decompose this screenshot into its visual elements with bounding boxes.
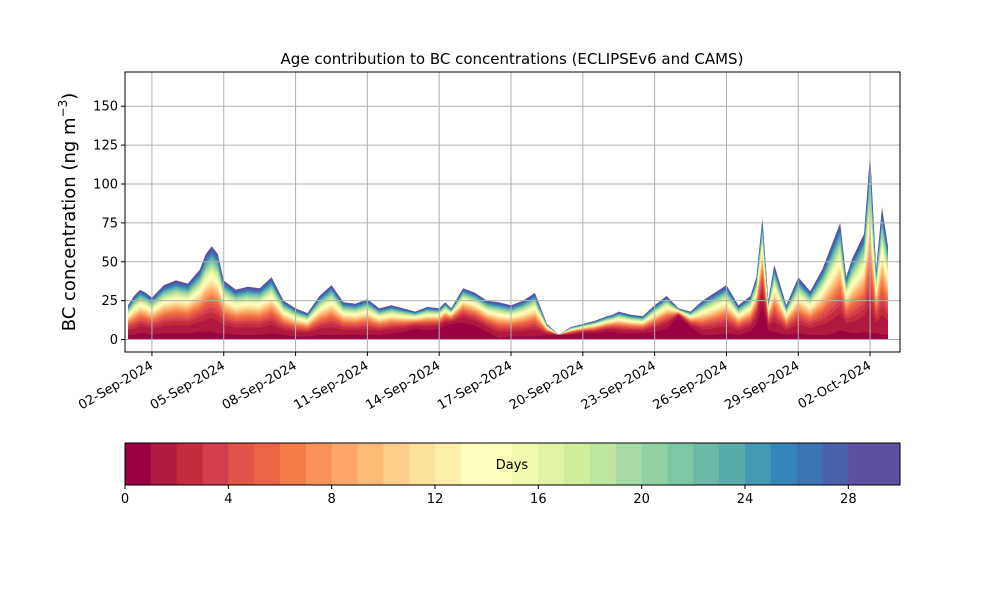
y-axis-label: BC concentration (ng m−3) xyxy=(56,93,80,332)
colorbar-swatches xyxy=(125,443,901,485)
colorbar-swatch xyxy=(719,443,746,485)
y-axis: 0 25 50 75 100 125 150 xyxy=(93,100,125,348)
colorbar-swatch xyxy=(641,443,668,485)
colorbar-tick-label: 12 xyxy=(427,492,444,507)
colorbar-swatch xyxy=(538,443,565,485)
colorbar-tick-label: 8 xyxy=(328,492,336,507)
colorbar-swatch xyxy=(125,443,152,485)
colorbar-swatch xyxy=(874,443,901,485)
colorbar-swatch xyxy=(770,443,798,485)
colorbar-swatch xyxy=(409,443,436,485)
colorbar-tick-label: 28 xyxy=(840,492,857,507)
colorbar-swatch xyxy=(280,443,307,485)
age-band-4 xyxy=(128,272,888,340)
colorbar: 0 4 8 12 16 20 24 28 Days xyxy=(121,442,901,507)
colorbar-swatch xyxy=(512,443,539,485)
colorbar-swatch xyxy=(357,443,384,485)
y-tick-label: 150 xyxy=(93,100,118,115)
colorbar-tick-label: 16 xyxy=(530,492,547,507)
colorbar-swatch xyxy=(615,443,643,485)
colorbar-swatch xyxy=(564,443,591,485)
colorbar-swatch xyxy=(848,443,875,485)
colorbar-swatch xyxy=(176,443,203,485)
colorbar-swatch xyxy=(305,443,333,485)
colorbar-swatch xyxy=(435,443,462,485)
colorbar-swatch xyxy=(150,443,178,485)
colorbar-swatch xyxy=(254,443,281,485)
colorbar-swatch xyxy=(331,443,358,485)
colorbar-swatch xyxy=(202,443,229,485)
colorbar-ticks: 0 4 8 12 16 20 24 28 xyxy=(121,485,857,507)
y-tick-label: 100 xyxy=(93,178,118,193)
colorbar-swatch xyxy=(590,443,617,485)
plot-frame xyxy=(124,71,901,353)
y-tick-label: 0 xyxy=(110,333,118,348)
grid-lines xyxy=(125,72,900,352)
colorbar-tick-label: 0 xyxy=(121,492,129,507)
colorbar-swatch xyxy=(228,443,255,485)
colorbar-tick-label: 24 xyxy=(737,492,754,507)
y-tick-label: 125 xyxy=(93,139,118,154)
colorbar-label: Days xyxy=(496,458,529,473)
colorbar-tick-label: 4 xyxy=(224,492,232,507)
colorbar-swatch xyxy=(460,443,488,485)
age-band-2 xyxy=(128,285,888,340)
colorbar-swatch xyxy=(667,443,694,485)
age-band-0 xyxy=(128,305,888,340)
colorbar-frame xyxy=(124,442,901,486)
colorbar-swatch xyxy=(486,443,513,485)
stacked-age-areas xyxy=(128,152,888,340)
colorbar-swatch xyxy=(796,443,823,485)
y-tick-label: 50 xyxy=(101,255,118,270)
y-tick-label: 25 xyxy=(101,294,118,309)
colorbar-swatch xyxy=(383,443,410,485)
colorbar-swatch xyxy=(693,443,720,485)
age-band-3 xyxy=(128,280,888,340)
colorbar-swatch xyxy=(822,443,849,485)
y-tick-label: 75 xyxy=(101,216,118,231)
colorbar-swatch xyxy=(745,443,772,485)
chart-title: Age contribution to BC concentrations (E… xyxy=(281,50,744,68)
colorbar-tick-label: 20 xyxy=(633,492,650,507)
